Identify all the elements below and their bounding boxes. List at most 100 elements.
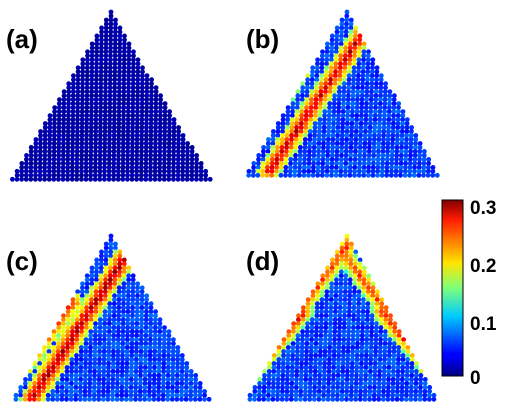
particle-dot bbox=[126, 277, 131, 283]
particle-dot bbox=[413, 381, 419, 386]
particle-dot bbox=[52, 105, 58, 110]
particle-dot bbox=[111, 317, 117, 323]
particle-dot bbox=[345, 345, 351, 350]
particle-dot bbox=[319, 313, 324, 319]
particle-dot bbox=[427, 385, 433, 390]
particle-dot bbox=[84, 65, 90, 71]
particle-dot bbox=[88, 305, 94, 311]
particle-dot bbox=[162, 325, 167, 330]
particle-dot bbox=[317, 365, 323, 370]
particle-dot bbox=[280, 381, 285, 386]
particle-dot bbox=[361, 269, 367, 275]
particle-dot bbox=[349, 389, 354, 394]
particle-dot bbox=[78, 369, 84, 374]
particle-dot bbox=[120, 165, 126, 170]
particle-dot bbox=[134, 337, 140, 342]
particle-dot bbox=[412, 165, 417, 170]
particle-dot bbox=[342, 293, 348, 299]
particle-dot bbox=[378, 81, 384, 87]
particle-dot bbox=[319, 297, 325, 303]
particle-dot bbox=[304, 105, 309, 110]
particle-dot bbox=[300, 81, 306, 87]
particle-dot bbox=[135, 281, 141, 287]
particle-dot bbox=[318, 93, 324, 99]
particle-dot bbox=[283, 153, 289, 158]
particle-dot bbox=[349, 133, 354, 138]
particle-dot bbox=[383, 309, 389, 315]
particle-dot bbox=[292, 161, 298, 166]
particle-dot bbox=[392, 337, 397, 342]
particle-dot bbox=[339, 149, 344, 154]
particle-dot bbox=[65, 157, 71, 162]
particle-dot bbox=[303, 129, 308, 134]
particle-dot bbox=[310, 289, 316, 295]
particle-dot bbox=[51, 341, 57, 346]
particle-dot bbox=[92, 357, 98, 362]
particle-dot bbox=[61, 141, 66, 146]
particle-dot bbox=[162, 129, 168, 134]
particle-dot bbox=[184, 365, 190, 370]
particle-dot bbox=[368, 365, 373, 370]
particle-dot bbox=[374, 321, 379, 326]
particle-dot bbox=[336, 105, 342, 110]
particle-dot bbox=[289, 121, 295, 126]
particle-dot bbox=[105, 389, 111, 394]
particle-dot bbox=[318, 81, 324, 87]
particle-dot bbox=[368, 361, 373, 366]
particle-dot bbox=[152, 353, 158, 358]
particle-dot bbox=[37, 353, 43, 358]
particle-dot bbox=[140, 73, 145, 79]
particle-dot bbox=[98, 125, 103, 130]
particle-dot bbox=[373, 337, 379, 342]
particle-dot bbox=[60, 345, 66, 350]
particle-dot bbox=[98, 257, 104, 263]
particle-dot bbox=[352, 161, 358, 166]
particle-dot bbox=[378, 341, 383, 346]
particle-dot bbox=[284, 392, 290, 398]
particle-dot bbox=[338, 41, 344, 47]
particle-dot bbox=[179, 353, 185, 358]
particle-dot bbox=[198, 172, 204, 178]
particle-dot bbox=[166, 153, 172, 158]
particle-dot bbox=[352, 269, 358, 275]
particle-dot bbox=[93, 141, 98, 146]
particle-dot bbox=[287, 168, 293, 174]
particle-dot bbox=[87, 385, 93, 390]
particle-dot bbox=[343, 261, 349, 267]
particle-dot bbox=[333, 61, 339, 67]
particle-dot bbox=[348, 269, 353, 275]
particle-dot bbox=[314, 81, 319, 87]
particle-dot bbox=[88, 301, 94, 307]
particle-dot bbox=[74, 137, 80, 142]
particle-dot bbox=[74, 145, 80, 150]
particle-dot bbox=[65, 117, 71, 122]
particle-dot bbox=[171, 133, 177, 138]
particle-dot bbox=[65, 172, 71, 178]
particle-dot bbox=[359, 337, 365, 342]
particle-dot bbox=[348, 265, 353, 271]
particle-dot bbox=[84, 89, 90, 95]
particle-dot bbox=[358, 373, 364, 378]
particle-dot bbox=[344, 249, 349, 255]
particle-dot bbox=[175, 176, 181, 182]
particle-dot bbox=[369, 81, 375, 87]
particle-dot bbox=[421, 161, 427, 166]
particle-dot bbox=[167, 117, 172, 122]
particle-dot bbox=[147, 377, 153, 382]
particle-dot bbox=[174, 385, 180, 390]
particle-dot bbox=[394, 153, 400, 158]
particle-dot bbox=[335, 381, 341, 386]
particle-dot bbox=[326, 125, 332, 130]
particle-dot bbox=[256, 161, 261, 166]
particle-dot bbox=[367, 389, 373, 394]
particle-dot bbox=[65, 317, 71, 323]
particle-dot bbox=[337, 65, 343, 71]
particle-dot bbox=[357, 265, 363, 271]
particle-dot bbox=[332, 77, 338, 83]
particle-dot bbox=[299, 361, 304, 366]
particle-dot bbox=[80, 281, 85, 287]
particle-dot bbox=[157, 345, 162, 350]
particle-dot bbox=[352, 277, 358, 283]
particle-dot bbox=[285, 353, 291, 358]
particle-dot bbox=[297, 168, 302, 174]
